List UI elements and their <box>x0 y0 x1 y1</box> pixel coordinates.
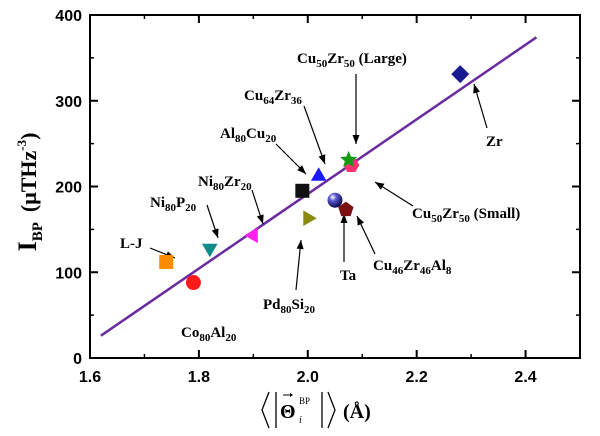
x-tick-label: 2.0 <box>297 369 319 386</box>
arrow-head <box>352 135 360 144</box>
data-points <box>159 65 470 291</box>
point-l-j <box>159 254 174 269</box>
x-tick-label: 1.8 <box>188 369 210 386</box>
label-zr: Zr <box>486 134 503 150</box>
x-axis-theta-sup: BP <box>299 396 310 406</box>
arrow-head <box>318 154 326 164</box>
x-axis-theta-sub: i <box>299 415 302 426</box>
label-ta: Ta <box>340 268 357 284</box>
x-tick-label: 2.4 <box>514 369 536 386</box>
label-lj: L-J <box>120 236 143 252</box>
point-pd80si20 <box>303 210 317 227</box>
arrow-head <box>375 182 385 190</box>
point-zr <box>451 65 470 84</box>
arrow-head <box>297 165 306 174</box>
fit-line <box>100 36 538 337</box>
point-ta <box>327 192 343 208</box>
label-alcu: Al80Cu20 <box>220 126 277 145</box>
label-coal: Co80Al20 <box>181 325 237 344</box>
y-tick-label: 0 <box>73 351 82 368</box>
vector-arrow-head <box>290 393 293 397</box>
y-tick-label: 100 <box>55 265 82 282</box>
arrow-head <box>357 216 364 226</box>
y-tick-label: 400 <box>55 8 82 25</box>
x-tick-label: 1.6 <box>79 369 101 386</box>
axis-titles: IBP(μTHz-3) Θ BP i (Å) <box>13 133 371 429</box>
point-al80cu20 <box>295 183 310 198</box>
arrow-head <box>340 214 348 223</box>
arrow-head <box>473 84 480 94</box>
left-angle-bracket <box>261 391 270 429</box>
x-axis-theta: Θ <box>280 401 296 423</box>
label-cuzrlarge: Cu50Zr50 (Large) <box>297 51 407 70</box>
point-ni80p20 <box>201 243 218 258</box>
label-cuzrsmall: Cu50Zr50 (Small) <box>412 206 520 225</box>
point-co80al20 <box>185 275 201 291</box>
label-cuzr64: Cu64Zr36 <box>244 88 302 107</box>
label-pdsi: Pd80Si20 <box>263 297 316 316</box>
fit-line-group <box>100 36 538 337</box>
arrow-head <box>296 240 304 250</box>
y-axis-title: IBP(μTHz-3) <box>13 133 46 252</box>
point-ni80zr20 <box>244 227 258 244</box>
label-nip: Ni80P20 <box>150 195 197 214</box>
arrow-head <box>256 214 264 224</box>
x-axis-unit: (Å) <box>343 400 371 423</box>
axis-ticks: 1.6 1.8 2.0 2.2 2.4 0 100 200 300 400 <box>55 8 580 386</box>
arrow-line <box>303 105 326 165</box>
label-nizr: Ni80Zr20 <box>198 174 252 193</box>
annotation-arrows <box>149 74 488 291</box>
x-tick-label: 2.2 <box>406 369 428 386</box>
right-angle-bracket <box>327 391 336 429</box>
y-tick-label: 300 <box>55 94 82 111</box>
label-cuzral: Cu46Zr46Al8 <box>373 258 452 277</box>
point-cu46zr46al8 <box>338 201 354 217</box>
point-cu50zr50-large <box>340 150 358 168</box>
y-tick-label: 200 <box>55 180 82 197</box>
point-cu64zr36 <box>310 167 327 181</box>
arrow-head <box>211 228 219 238</box>
